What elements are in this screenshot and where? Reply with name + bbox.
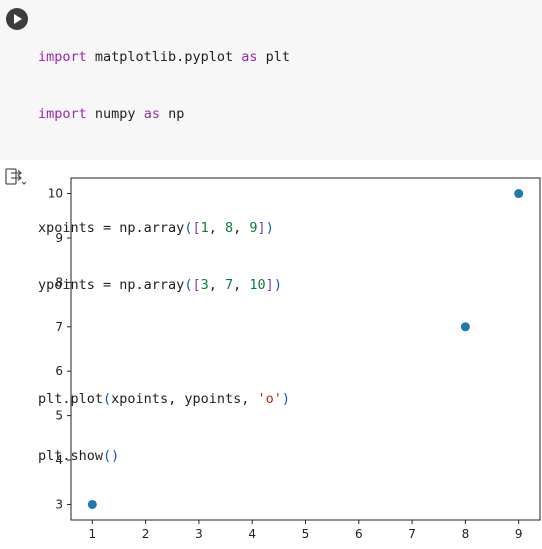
y-tick-label: 7 — [55, 320, 63, 334]
code-line: import matplotlib.pyplot as plt — [38, 48, 290, 67]
output-toggle-icon[interactable] — [5, 167, 27, 187]
data-point — [514, 189, 523, 198]
y-tick-label: 6 — [55, 364, 63, 378]
y-tick-label: 5 — [55, 409, 63, 423]
x-tick-label: 6 — [355, 527, 363, 541]
play-icon — [14, 14, 22, 24]
data-point — [88, 500, 97, 509]
x-tick-label: 8 — [462, 527, 470, 541]
y-tick-label: 10 — [48, 187, 63, 201]
code-line: import numpy as np — [38, 105, 290, 124]
y-tick-label: 9 — [55, 231, 63, 245]
data-point — [461, 322, 470, 331]
x-tick-label: 1 — [88, 527, 96, 541]
y-tick-label: 8 — [55, 275, 63, 289]
x-tick-label: 3 — [195, 527, 203, 541]
y-tick-label: 3 — [55, 497, 63, 511]
x-tick-label: 4 — [248, 527, 256, 541]
plot-frame — [71, 178, 540, 520]
run-cell-button[interactable] — [6, 8, 28, 30]
x-tick-label: 7 — [408, 527, 416, 541]
code-cell[interactable]: import matplotlib.pyplot as plt import n… — [0, 0, 542, 160]
x-tick-label: 2 — [142, 527, 150, 541]
x-tick-label: 5 — [302, 527, 310, 541]
scatter-chart: 1 2 3 4 5 6 7 8 9 3 4 5 6 7 8 9 10 — [30, 165, 542, 549]
x-tick-label: 9 — [515, 527, 523, 541]
y-tick-label: 4 — [55, 453, 63, 467]
